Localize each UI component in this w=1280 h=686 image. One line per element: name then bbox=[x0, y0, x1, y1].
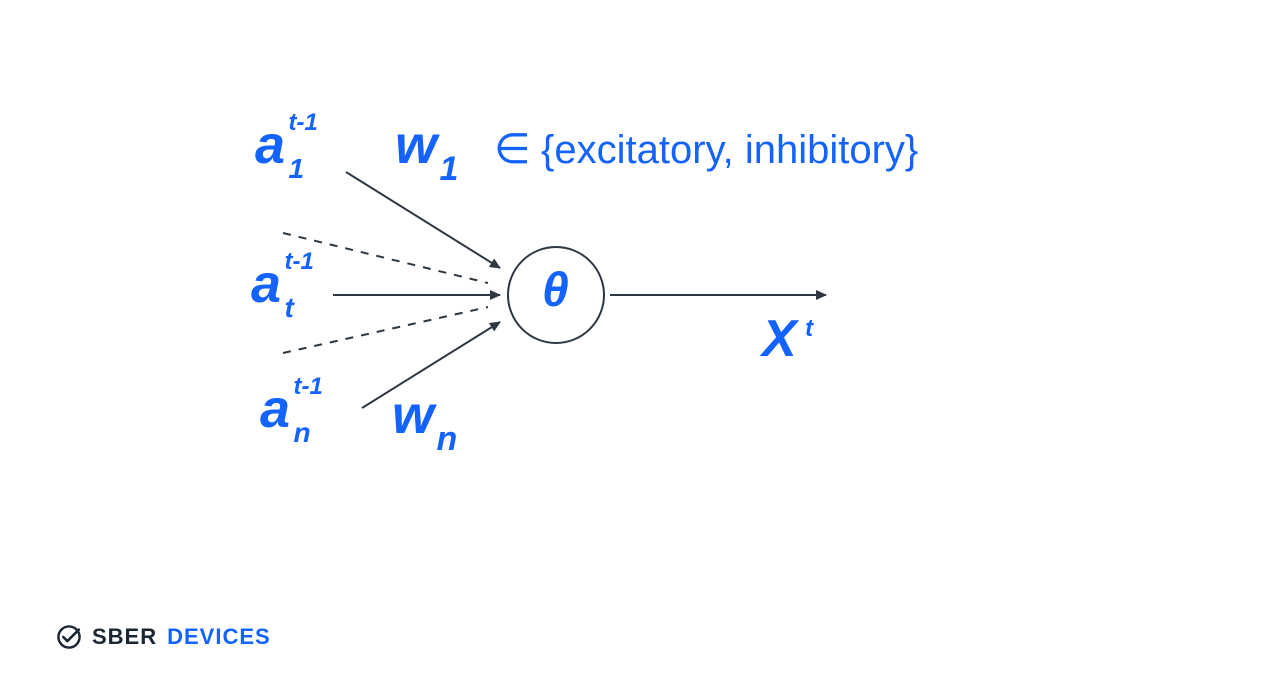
set-prefix: ∈ bbox=[494, 125, 531, 172]
logo-word-devices: DEVICES bbox=[167, 624, 271, 650]
diagram-canvas: θ a t-1 1 a t-1 t a t-1 n w 1 w n X t ∈ … bbox=[0, 0, 1280, 686]
w1-sub: 1 bbox=[439, 150, 458, 188]
weight-wn: w n bbox=[392, 388, 459, 442]
wn-sub: n bbox=[436, 420, 457, 458]
a1-main: a bbox=[255, 115, 285, 175]
Xt-main: X bbox=[762, 310, 797, 368]
input-a1: a t-1 1 bbox=[255, 118, 285, 172]
a1-sup: t-1 bbox=[288, 111, 317, 135]
set-text: {excitatory, inhibitory} bbox=[541, 128, 918, 172]
weight-w1: w 1 bbox=[395, 118, 460, 172]
brand-logo: SBER DEVICES bbox=[56, 624, 271, 650]
arrow-in-dash-2 bbox=[283, 307, 488, 353]
logo-word-sber: SBER bbox=[92, 624, 157, 650]
Xt-sup: t bbox=[805, 315, 813, 342]
at-sup: t-1 bbox=[284, 250, 313, 274]
check-circle-icon bbox=[56, 624, 82, 650]
arrow-in-top bbox=[346, 172, 500, 268]
at-main: a bbox=[251, 254, 281, 314]
theta-label: θ bbox=[542, 267, 569, 315]
at-sub: t bbox=[284, 294, 293, 322]
theta-symbol: θ bbox=[542, 264, 569, 317]
input-at: a t-1 t bbox=[251, 257, 281, 311]
an-main: a bbox=[260, 379, 290, 439]
a1-sub: 1 bbox=[288, 155, 304, 183]
weight-set-label: ∈ {excitatory, inhibitory} bbox=[494, 128, 918, 170]
output-Xt: X t bbox=[762, 313, 809, 365]
w1-main: w bbox=[395, 115, 437, 175]
diagram-svg bbox=[0, 0, 1280, 686]
an-sup: t-1 bbox=[293, 375, 322, 399]
input-an: a t-1 n bbox=[260, 382, 290, 436]
wn-main: w bbox=[392, 385, 434, 445]
an-sub: n bbox=[293, 419, 310, 447]
